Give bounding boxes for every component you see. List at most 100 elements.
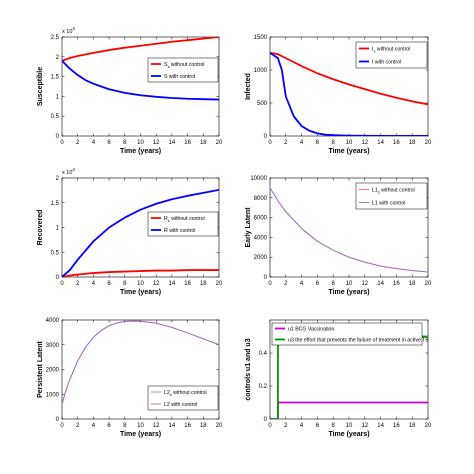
x-tick-label: 2	[284, 281, 288, 287]
y-tick-label: 10000	[250, 176, 267, 182]
y-tick-label: 2.5	[51, 35, 60, 41]
y-axis-label: controls u1 and u3	[245, 338, 252, 400]
legend-label: u3 the effort that prevents the failure …	[288, 338, 429, 344]
legend: Is without control I with control	[355, 41, 428, 69]
x-tick-label: 0	[268, 423, 272, 429]
x-tick-label: 10	[137, 140, 144, 146]
x-tick-label: 16	[393, 140, 400, 146]
y-tick-label: 0	[264, 417, 268, 423]
x-tick-label: 2	[76, 423, 80, 429]
y-tick-label: 2	[56, 176, 60, 182]
x-tick-label: 6	[316, 281, 320, 287]
legend-box	[147, 385, 219, 411]
y-tick-label: 1500	[254, 35, 268, 41]
x-tick-label: 12	[153, 140, 160, 146]
x-axis-label: Time (years)	[328, 431, 369, 438]
x-tick-label: 8	[123, 140, 127, 146]
x-tick-label: 14	[377, 140, 384, 146]
legend-label: u1 BCG Vaccination	[288, 327, 334, 333]
x-tick-label: 14	[377, 423, 384, 429]
x-tick-label: 12	[361, 423, 368, 429]
y-tick-label: 0	[56, 275, 60, 281]
x-tick-label: 4	[92, 281, 96, 287]
y-tick-label: 1000	[254, 68, 268, 74]
x-tick-label: 0	[268, 281, 272, 287]
x-tick-label: 8	[332, 281, 336, 287]
x-tick-label: 8	[332, 140, 336, 146]
x-tick-label: 6	[107, 423, 111, 429]
x-tick-label: 20	[216, 281, 223, 287]
series-group	[62, 188, 219, 277]
plot-frame	[61, 36, 220, 137]
legend-box	[271, 322, 423, 346]
y-tick-label: 0.2	[259, 384, 268, 390]
x-tick-label: 18	[200, 423, 207, 429]
x-tick-label: 14	[169, 423, 176, 429]
axis-multiplier: x 104	[62, 167, 75, 176]
y-tick-label: 2	[56, 55, 60, 61]
y-tick-label: 0	[56, 134, 60, 140]
legend-label: S with control	[164, 74, 195, 80]
y-tick-label: 500	[257, 101, 268, 107]
y-tick-label: 1	[56, 226, 60, 232]
y-tick-label: 1.5	[51, 75, 60, 81]
x-tick-label: 20	[425, 423, 432, 429]
series-group	[270, 187, 428, 273]
x-axis-label: Time (years)	[120, 431, 161, 438]
y-tick-label: 1000	[46, 392, 60, 398]
legend-label: L2s without control	[164, 390, 207, 397]
series-line-2	[270, 187, 428, 273]
legend-label: Is without control	[372, 47, 410, 54]
chart-panel-4: 0 2 4 6 8 10 12 14 16 18 20 0 2000 4000 6000 8000 10000 T…	[245, 176, 432, 296]
y-tick-label: 1.5	[51, 201, 60, 207]
series-line-1	[270, 51, 428, 106]
x-tick-label: 20	[425, 140, 432, 146]
legend: L2s without control L2 with control	[147, 385, 219, 411]
x-tick-label: 14	[377, 281, 384, 287]
x-tick-label: 20	[216, 423, 223, 429]
x-tick-label: 12	[361, 140, 368, 146]
series-group	[270, 51, 428, 136]
series-line-2	[270, 52, 428, 136]
legend-label: L1s without control	[372, 188, 415, 195]
x-tick-label: 0	[60, 281, 64, 287]
x-tick-label: 4	[300, 423, 304, 429]
x-tick-label: 16	[184, 281, 191, 287]
series-line-2	[62, 320, 219, 405]
series-line-1	[62, 37, 219, 62]
x-tick-label: 6	[107, 140, 111, 146]
chart-panel-2: 0 2 4 6 8 10 12 14 16 18 20 0 500 1000 1500 Time (years…	[245, 35, 432, 155]
legend-label: Rs without control	[164, 216, 205, 223]
x-tick-label: 2	[76, 140, 80, 146]
x-axis-label: Time (years)	[120, 148, 161, 155]
legend-label: L2 with control	[164, 402, 197, 408]
y-tick-label: 8000	[254, 196, 268, 202]
x-tick-label: 2	[284, 423, 288, 429]
x-tick-label: 0	[60, 140, 64, 146]
legend-label: L1 with control	[372, 201, 405, 207]
x-tick-label: 16	[393, 281, 400, 287]
y-axis-label: Persistent Latent	[37, 340, 44, 397]
chart-panel-3: 0 2 4 6 8 10 12 14 16 18 20 0 0.5 1 1.5 2 Time (years) Re…	[37, 167, 223, 296]
y-tick-label: 1	[56, 94, 60, 100]
chart-panel-1: 0 2 4 6 8 10 12 14 16 18 20 0 0.5 1 1.5 2 2.5 Time (years…	[37, 26, 223, 155]
series-line-2	[62, 188, 219, 277]
x-tick-label: 14	[169, 140, 176, 146]
y-axis-label: Recovered	[37, 210, 44, 246]
y-tick-label: 0.5	[51, 114, 60, 120]
legend-label: Ss without control	[164, 62, 204, 69]
y-tick-label: 0	[264, 134, 268, 140]
y-tick-label: 4000	[46, 318, 60, 324]
series-group	[62, 320, 219, 405]
y-tick-label: 0	[264, 275, 268, 281]
x-tick-label: 6	[107, 281, 111, 287]
legend-box	[147, 211, 219, 237]
x-tick-label: 18	[409, 423, 416, 429]
x-tick-label: 2	[284, 140, 288, 146]
x-axis-label: Time (years)	[328, 148, 369, 155]
x-tick-label: 6	[316, 423, 320, 429]
x-tick-label: 8	[332, 423, 336, 429]
y-axis-label: Infected	[245, 73, 252, 100]
x-tick-label: 18	[409, 140, 416, 146]
